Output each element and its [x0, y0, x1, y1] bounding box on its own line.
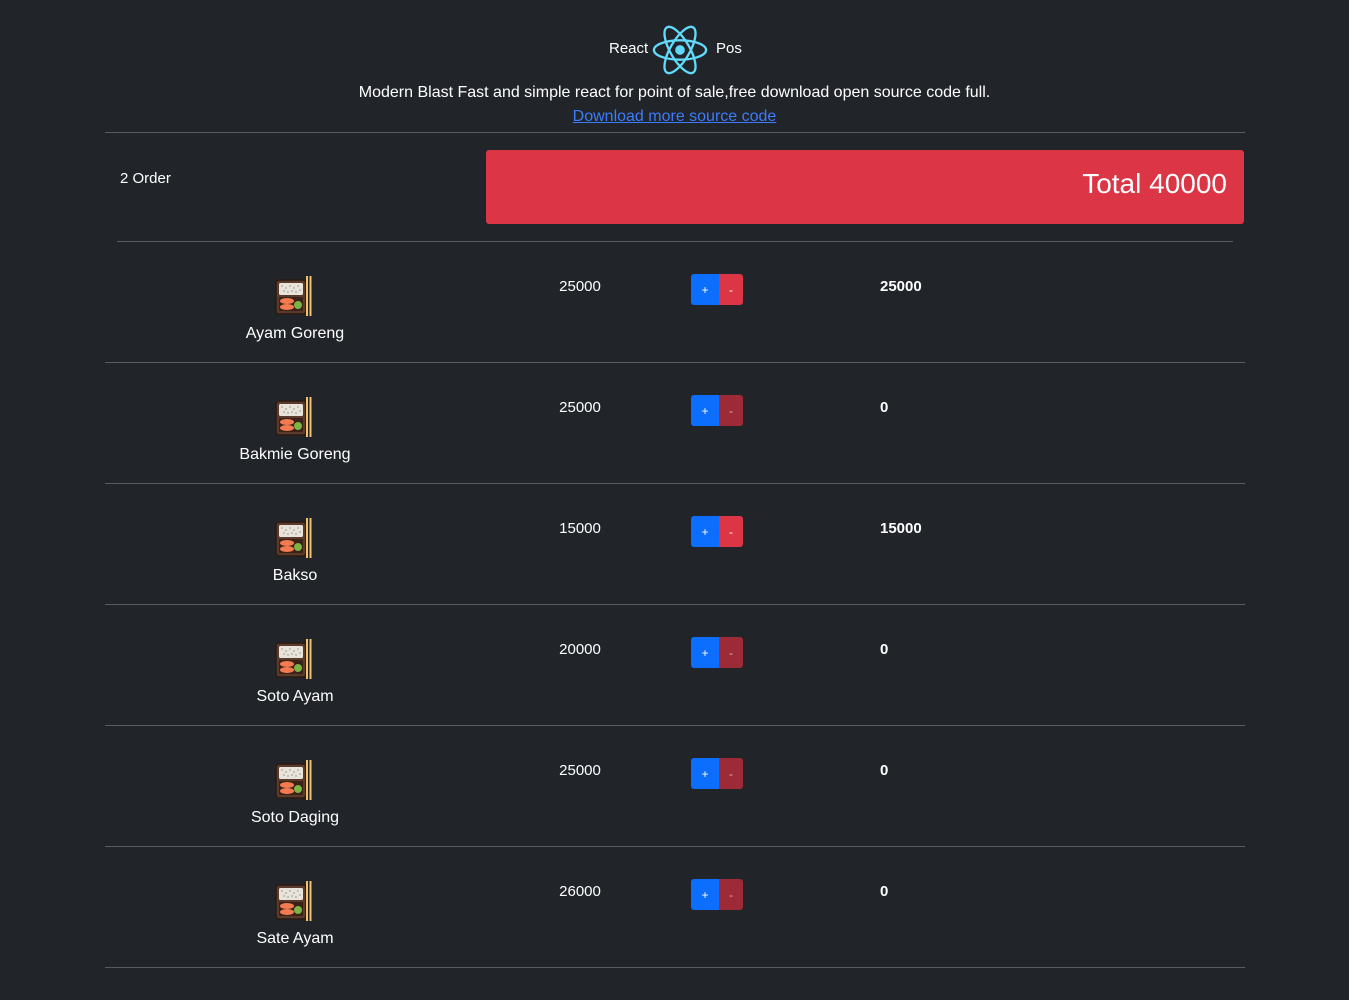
remove-quantity-button[interactable]: - — [719, 274, 743, 305]
add-quantity-button[interactable]: + — [691, 274, 719, 305]
item-name: Ayam Goreng — [245, 325, 345, 342]
item-price: 15000 — [559, 520, 601, 537]
summary-divider — [117, 241, 1233, 242]
bento-box-icon — [275, 276, 312, 316]
order-summary: 2 Order Total 40000 — [105, 150, 1245, 224]
add-quantity-button[interactable]: + — [691, 879, 719, 910]
bento-box-icon — [275, 639, 312, 679]
remove-quantity-button[interactable]: - — [719, 758, 743, 789]
item-subtotal: 0 — [880, 399, 889, 416]
bento-box-icon — [275, 760, 312, 800]
item-name: Bakmie Goreng — [239, 446, 351, 463]
item-subtotal: 0 — [880, 641, 889, 658]
item-subtotal: 0 — [880, 883, 889, 900]
add-quantity-button[interactable]: + — [691, 516, 719, 547]
item-price: 25000 — [559, 399, 601, 416]
total-amount: Total 40000 — [1082, 168, 1227, 199]
remove-quantity-button[interactable]: - — [719, 516, 743, 547]
react-atom-icon — [652, 25, 708, 75]
item-name: Bakso — [272, 567, 318, 584]
download-link-wrap: Download more source code — [0, 108, 1349, 126]
menu-item-row: Sate Ayam 26000 + - 0 — [105, 847, 1245, 968]
menu-item-row: Bakso 15000 + - 15000 — [105, 484, 1245, 605]
menu-item-row: Bakmie Goreng 25000 + - 0 — [105, 363, 1245, 484]
menu-item-row: Soto Ayam 20000 + - 0 — [105, 605, 1245, 726]
item-name: Sate Ayam — [256, 930, 334, 947]
item-subtotal: 0 — [880, 762, 889, 779]
item-price: 25000 — [559, 762, 601, 779]
add-quantity-button[interactable]: + — [691, 395, 719, 426]
order-count: 2 Order — [120, 170, 171, 187]
tagline: Modern Blast Fast and simple react for p… — [358, 84, 991, 101]
menu-item-row: Soto Daging 25000 + - 0 — [105, 726, 1245, 847]
bento-box-icon — [275, 518, 312, 558]
add-quantity-button[interactable]: + — [691, 758, 719, 789]
item-name: Soto Daging — [250, 809, 340, 826]
brand-name-pos: Pos — [716, 40, 742, 57]
item-subtotal: 25000 — [880, 278, 922, 295]
item-price: 20000 — [559, 641, 601, 658]
menu-item-row: Ayam Goreng 25000 + - 25000 — [105, 242, 1245, 363]
item-name: Soto Ayam — [256, 688, 334, 705]
item-price: 25000 — [559, 278, 601, 295]
add-quantity-button[interactable]: + — [691, 637, 719, 668]
header-divider — [105, 132, 1245, 133]
download-source-link[interactable]: Download more source code — [572, 108, 777, 125]
total-box: Total 40000 — [486, 150, 1244, 224]
bento-box-icon — [275, 397, 312, 437]
remove-quantity-button[interactable]: - — [719, 879, 743, 910]
brand-name-react: React — [609, 40, 649, 57]
remove-quantity-button[interactable]: - — [719, 395, 743, 426]
menu-list: Ayam Goreng 25000 + - 25000 Bakmie Goren… — [105, 242, 1245, 968]
remove-quantity-button[interactable]: - — [719, 637, 743, 668]
brand-header: React Pos — [0, 24, 1349, 76]
item-subtotal: 15000 — [880, 520, 922, 537]
bento-box-icon — [275, 881, 312, 921]
item-price: 26000 — [559, 883, 601, 900]
